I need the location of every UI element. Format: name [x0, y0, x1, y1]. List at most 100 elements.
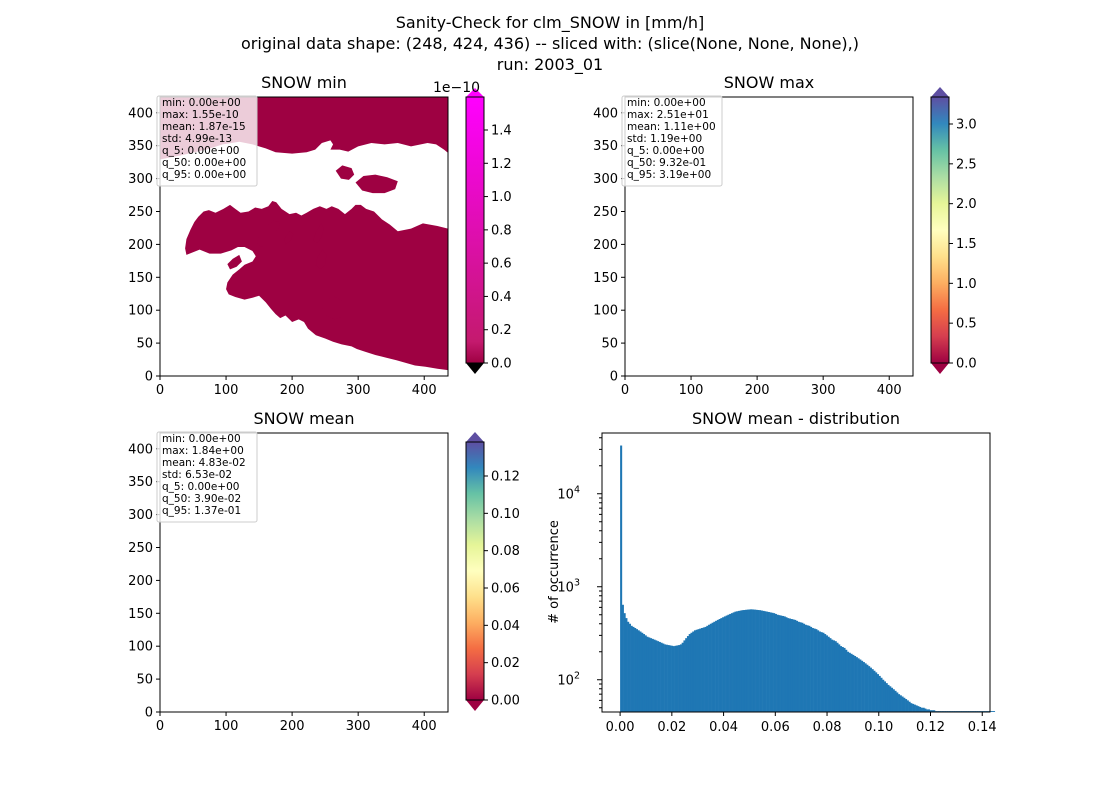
hist-bar: [711, 622, 714, 712]
hist-bar: [718, 619, 721, 712]
hist-bar: [753, 609, 756, 712]
map-x-tick-label: 0: [621, 383, 629, 398]
colorbar-tick-label: 0.00: [491, 694, 520, 709]
map-frame-mean: [159, 432, 449, 713]
hist-bar: [771, 612, 774, 712]
hist-ylabel: # of occurrence: [547, 520, 562, 624]
hist-bar: [825, 635, 828, 712]
hist-y-tick-exp: 4: [574, 485, 580, 496]
hist-bar: [693, 630, 697, 712]
colorbar-tick-label: 0.4: [491, 290, 512, 305]
map-y-tick-label: 400: [128, 442, 153, 457]
colorbar-gradient-mean: [466, 442, 484, 700]
hist-bar: [926, 709, 929, 712]
hist-x-tick-label: 0.08: [813, 720, 842, 735]
map-y-tick-label: 400: [593, 106, 618, 121]
hist-title: SNOW mean - distribution: [692, 409, 900, 428]
hist-bar: [915, 705, 918, 712]
hist-bar: [857, 658, 860, 712]
panel-title-max: SNOW max: [724, 73, 814, 92]
hist-bar: [885, 683, 888, 712]
hist-bar: [623, 613, 626, 712]
stats-line: max: 1.84e+00: [162, 445, 244, 457]
stats-line: min: 0.00e+00: [627, 97, 706, 109]
colorbar-tick-label: 0.06: [491, 582, 520, 597]
colorbar-ticks-max: 0.0 0.5 1.0 1.5 2.0 2.5 3.0: [949, 118, 977, 372]
hist-bar: [644, 635, 647, 712]
hist-bar: [852, 654, 855, 712]
hist-bar: [739, 610, 742, 712]
colorbar-frame-max: [930, 96, 950, 364]
map-y-tick-label: 0: [145, 370, 153, 385]
hist-bar: [841, 646, 844, 712]
hist-bar: [665, 644, 668, 712]
hist-bar: [634, 628, 637, 712]
hist-y-tick-exp: 3: [574, 578, 580, 589]
hist-bar: [873, 670, 876, 712]
hist-bar: [676, 645, 679, 712]
colorbar-extend-top-min: [466, 88, 484, 97]
hist-bar: [736, 611, 739, 712]
hist-bar: [920, 707, 923, 712]
hist-bar: [672, 646, 675, 712]
map-y-tick-label: 300: [128, 172, 153, 187]
stats-line: std: 4.99e-13: [162, 133, 232, 145]
hist-bar: [637, 630, 640, 712]
stats-frame-min: [156, 95, 258, 187]
hist-x-tick-label: 0.00: [606, 720, 635, 735]
hist-bar: [688, 634, 691, 712]
hist-bar: [641, 632, 644, 712]
hist-bar: [685, 638, 688, 712]
map-y-tick-label: 350: [593, 139, 618, 154]
hist-y-tick-base: 10: [557, 488, 574, 503]
colorbar-gradient-min: [466, 97, 484, 363]
hist-bar: [759, 610, 762, 712]
hist-bar: [713, 621, 716, 712]
hist-bar: [913, 704, 916, 712]
map-x-tick-label: 400: [412, 383, 437, 398]
map-ticks-min: 0 100 200 300 400 0 50 100 150 200 250 300 350 400: [128, 106, 436, 398]
hist-bar: [671, 645, 674, 712]
map-y-tick-label: 250: [128, 205, 153, 220]
map-x-tick-label: 100: [214, 719, 239, 734]
colorbar-gradient-max: [931, 97, 949, 363]
hist-bar: [755, 609, 758, 712]
hist-bar: [831, 639, 834, 712]
colorbar-tick-label: 0.10: [491, 507, 520, 522]
hist-bar: [850, 653, 853, 712]
colorbar-extend-top-mean: [466, 432, 484, 442]
hist-bar: [801, 622, 804, 712]
hist-bar: [912, 703, 915, 712]
figure-title: Sanity-Check for clm_SNOW in [mm/h] orig…: [0, 12, 1100, 75]
hist-bar: [762, 610, 765, 712]
map-y-tick-label: 150: [128, 271, 153, 286]
hist-bar: [905, 699, 908, 712]
panel-snow-mean-distribution: SNOW mean - distribution 0.00 0.02 0.04 0.0…: [547, 409, 997, 735]
hist-bar: [783, 616, 786, 712]
hist-bar: [697, 629, 700, 712]
hist-bar: [933, 710, 936, 712]
hist-bar: [847, 651, 850, 712]
map-x-tick-label: 400: [877, 383, 902, 398]
hist-bar: [810, 626, 813, 712]
hist-bar: [866, 664, 869, 712]
hist-bar: [632, 626, 635, 712]
colorbar-extend-bottom-mean: [466, 700, 484, 711]
hist-bar: [701, 628, 704, 712]
stats-line: std: 6.53e-02: [162, 469, 232, 481]
hist-bar: [862, 662, 865, 712]
hist-y-tick-base: 10: [557, 674, 574, 689]
stats-line: q_95: 0.00e+00: [162, 169, 246, 181]
hist-bar: [788, 618, 792, 712]
colorbar-tick-label: 0.8: [491, 223, 512, 238]
map-y-tick-label: 50: [601, 337, 618, 352]
hist-bar: [898, 694, 901, 712]
hist-bar: [650, 638, 653, 712]
hist-bar: [781, 615, 784, 712]
hist-bar: [648, 637, 651, 712]
map-x-tick-label: 400: [412, 719, 437, 734]
